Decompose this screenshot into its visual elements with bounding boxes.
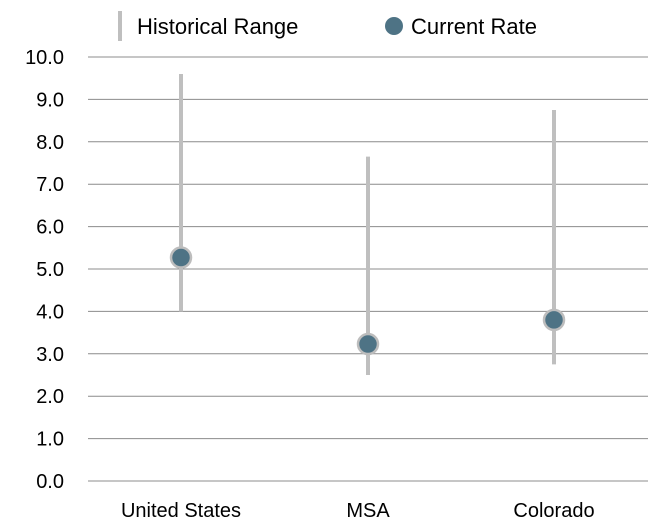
current-rate-dot (169, 246, 193, 269)
legend-dot-swatch (385, 17, 403, 35)
y-tick-label: 1.0 (36, 429, 64, 451)
x-axis-categories: United States MSA Colorado (121, 500, 595, 522)
legend-label-range: Historical Range (137, 14, 298, 39)
y-tick-label: 3.0 (36, 344, 64, 366)
range-bars (179, 73, 556, 375)
legend-label-current: Current Rate (411, 14, 537, 39)
current-rate-dots (169, 246, 566, 356)
y-axis-ticks: 0.0 1.0 2.0 3.0 4.0 5.0 6.0 7.0 8.0 9.0 10.0 (25, 47, 64, 493)
legend: Historical Range Current Rate (118, 11, 537, 41)
y-tick-label: 5.0 (36, 259, 64, 281)
y-tick-label: 0.0 (36, 471, 64, 493)
y-tick-label: 8.0 (36, 132, 64, 154)
current-rate-dot (542, 308, 566, 332)
y-tick-label: 7.0 (36, 174, 64, 196)
y-tick-label: 4.0 (36, 301, 64, 323)
category-label: United States (121, 500, 241, 522)
current-rate-dot (356, 332, 380, 356)
category-label: MSA (346, 500, 390, 522)
category-label: Colorado (513, 500, 594, 522)
y-tick-label: 6.0 (36, 217, 64, 239)
y-tick-label: 2.0 (36, 386, 64, 408)
y-tick-label: 10.0 (25, 47, 64, 69)
y-tick-label: 9.0 (36, 89, 64, 111)
